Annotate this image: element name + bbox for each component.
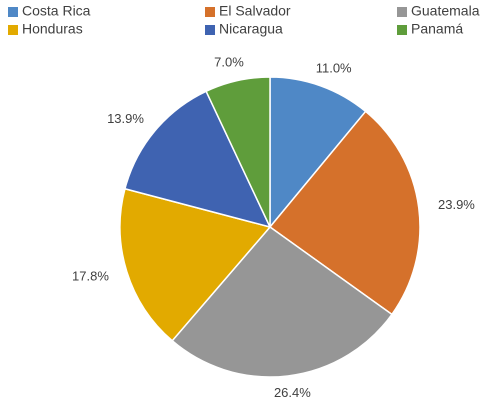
pie-slice [171,225,393,378]
legend-label: Nicaragua [219,21,283,37]
legend-label: Honduras [22,21,83,37]
data-label: 11.0% [316,60,352,75]
pie-slice [119,187,272,342]
legend-swatch [397,7,407,17]
data-label: 17.8% [72,268,109,283]
legend-label: El Salvador [219,3,291,19]
data-label: 13.9% [107,111,144,126]
data-label: 7.0% [214,54,244,69]
legend-swatch [205,25,215,35]
legend-swatch [397,25,407,35]
data-label: 23.9% [438,197,475,212]
legend-label: Guatemala [411,3,480,19]
pie-slice [124,90,272,229]
data-label: 26.4% [274,385,311,400]
pie-slice [269,76,367,230]
legend-label: Panamá [411,21,463,37]
legend-label: Costa Rica [22,3,91,19]
pie-slice [205,76,271,228]
legend-swatch [8,7,18,17]
legend-swatch [8,25,18,35]
legend-swatch [205,7,215,17]
pie-slice [268,110,421,316]
